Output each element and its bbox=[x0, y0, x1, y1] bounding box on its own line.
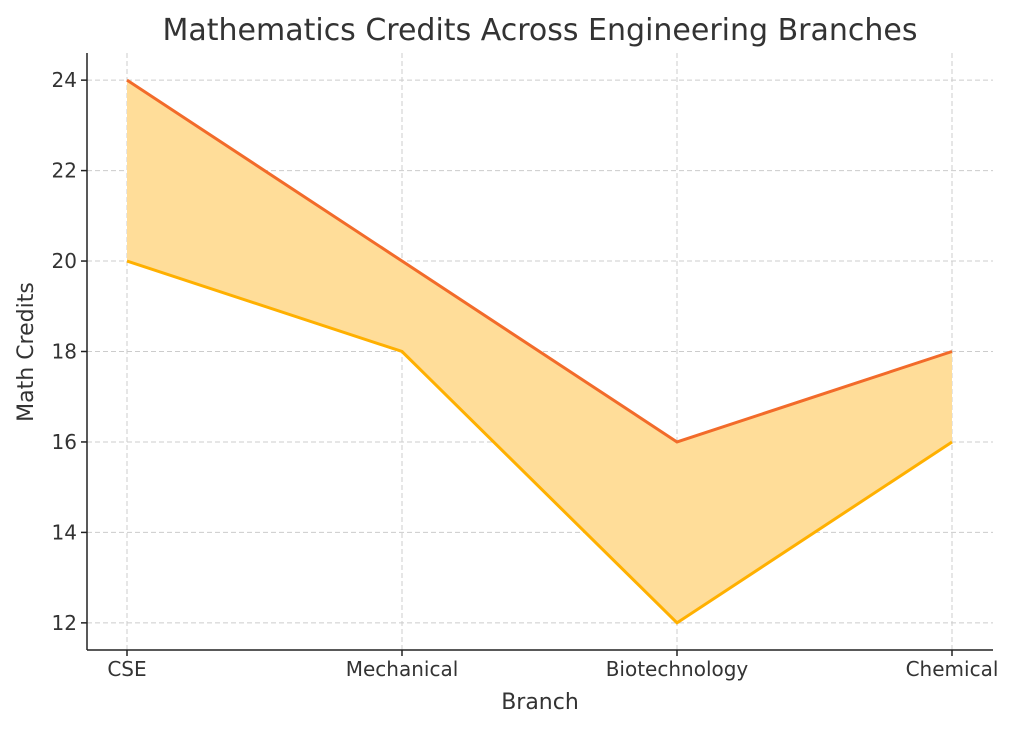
series-lines bbox=[126, 78, 953, 625]
x-axis-label: Branch bbox=[501, 690, 579, 715]
axes bbox=[81, 53, 993, 656]
y-tick-label: 16 bbox=[52, 430, 77, 454]
y-tick-label: 22 bbox=[52, 159, 77, 183]
y-tick-label: 24 bbox=[52, 68, 77, 92]
x-tick-label: Biotechnology bbox=[606, 657, 749, 681]
x-tick-label: CSE bbox=[107, 657, 146, 681]
x-tick-label: Mechanical bbox=[346, 657, 459, 681]
y-tick-label: 14 bbox=[52, 520, 77, 544]
y-axis-label: Math Credits bbox=[14, 282, 39, 422]
lower-credit-line bbox=[126, 259, 953, 625]
y-tick-label: 18 bbox=[52, 340, 77, 364]
y-tick-label: 12 bbox=[52, 611, 77, 635]
y-tick-label: 20 bbox=[52, 249, 77, 273]
tick-labels: 12 14 16 18 20 22 24 CSE Mechanical Biotechnology… bbox=[52, 68, 999, 681]
chart-title: Mathematics Credits Across Engineering B… bbox=[162, 13, 917, 48]
upper-credit-line bbox=[126, 78, 953, 444]
x-tick-label: Chemical bbox=[906, 657, 999, 681]
